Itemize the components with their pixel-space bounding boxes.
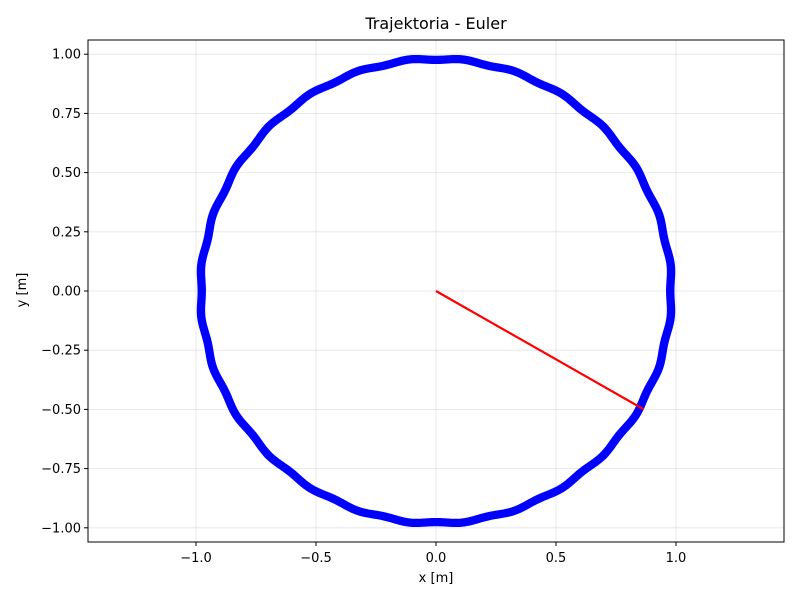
x-tick-label: 0.0 bbox=[426, 551, 447, 566]
x-tick-label: −1.0 bbox=[180, 551, 212, 566]
y-tick-label: 0.75 bbox=[52, 107, 81, 122]
y-tick-label: 0.50 bbox=[52, 166, 81, 181]
trajectory-ring bbox=[196, 54, 676, 528]
y-tick-label: 0.00 bbox=[52, 285, 81, 300]
x-tick-label: 0.5 bbox=[546, 551, 567, 566]
chart-title: Trajektoria - Euler bbox=[364, 14, 507, 33]
x-axis-label: x [m] bbox=[419, 571, 454, 586]
y-tick-label: −0.50 bbox=[41, 403, 81, 418]
y-tick-label: −1.00 bbox=[41, 521, 81, 536]
pendulum-rod bbox=[435, 290, 645, 411]
y-tick-label: 0.25 bbox=[52, 225, 81, 240]
x-tick-label: 1.0 bbox=[666, 551, 687, 566]
x-tick-label: −0.5 bbox=[300, 551, 332, 566]
plot-area: −1.0 −0.5 0.0 0.5 1.0 −1.00 −0.75 −0.50 −0.25 0.0… bbox=[41, 39, 785, 566]
y-tick-label: −0.25 bbox=[41, 344, 81, 359]
y-tick-label: −0.75 bbox=[41, 462, 81, 477]
y-axis-label: y [m] bbox=[15, 273, 30, 308]
y-tick-label: 1.00 bbox=[52, 48, 81, 63]
